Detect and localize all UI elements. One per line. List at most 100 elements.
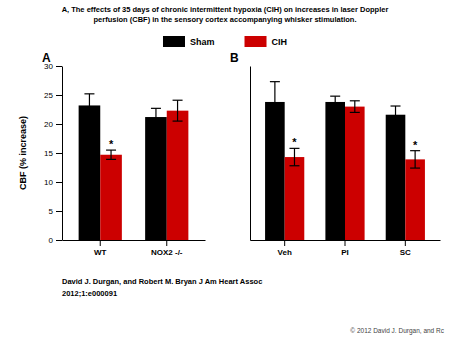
axis-line — [63, 240, 206, 241]
x-tick: PI — [341, 240, 349, 257]
error-bar-stem — [415, 151, 416, 168]
bar — [405, 159, 425, 240]
plot-area — [265, 82, 425, 240]
tick-label: 0 — [49, 236, 54, 245]
panel: Veh PI SC B * * — [230, 51, 441, 257]
error-bar-cap — [84, 93, 94, 94]
significance-marker: * — [292, 136, 297, 148]
tick-mark — [56, 95, 62, 96]
bar — [265, 102, 285, 240]
legend-label: Sham — [190, 37, 215, 47]
tick-mark — [56, 211, 62, 212]
error-bar-cap — [270, 122, 280, 123]
legend-label: CIH — [272, 37, 288, 47]
y-axis: 051015202530 — [44, 62, 62, 245]
y-tick: 5 — [49, 207, 62, 216]
bar — [325, 102, 345, 240]
error-bar — [289, 148, 299, 165]
axis-line — [62, 67, 63, 241]
y-tick: 10 — [44, 178, 62, 187]
tick-mark — [166, 240, 167, 246]
legend: Sham CIH — [163, 36, 287, 47]
legend-swatch — [163, 36, 185, 47]
error-bar-cap — [410, 167, 420, 168]
significance-marker: * — [413, 139, 418, 151]
error-bar-stem — [177, 100, 178, 121]
error-bar-cap — [173, 100, 183, 101]
tick-mark — [345, 240, 346, 246]
legend-entry: Sham — [163, 36, 215, 47]
credit: © 2012 David J. Durgan, and Rc — [350, 327, 444, 335]
series — [285, 107, 425, 240]
tick-mark — [405, 240, 406, 246]
tick-mark — [56, 182, 62, 183]
bar — [167, 111, 189, 240]
panel: WTNOX2 -/-051015202530CBF (% increase)A* — [18, 51, 206, 257]
title: A, The effects of 35 days of chronic int… — [62, 5, 389, 14]
tick-label: Veh — [278, 248, 292, 257]
bar — [345, 107, 365, 240]
error-bar-cap — [106, 159, 116, 160]
y-tick: 25 — [44, 91, 62, 100]
panel-label: A — [42, 51, 51, 65]
bar — [79, 105, 101, 240]
plot-area — [79, 94, 189, 240]
legend-entry: CIH — [245, 36, 288, 47]
error-bar-cap — [391, 105, 401, 106]
x-axis: Veh PI SC — [251, 240, 441, 257]
y-tick: 20 — [44, 120, 62, 129]
tick-label: PI — [341, 248, 349, 257]
error-bar-stem — [335, 96, 336, 108]
footer-text: 2012;1:e000091 — [62, 289, 117, 298]
error-bar-stem — [354, 101, 355, 113]
error-bar — [151, 108, 161, 125]
error-bar-cap — [151, 125, 161, 126]
subtitle: perfusion (CBF) in the sensory cortex ac… — [94, 15, 357, 24]
x-tick: SC — [400, 240, 411, 257]
tick-label: 25 — [44, 91, 53, 100]
y-axis-title: CBF (% increase) — [18, 116, 28, 190]
error-bar-stem — [294, 148, 295, 165]
error-bar-stem — [274, 82, 275, 123]
tick-mark — [56, 240, 62, 241]
tick-label: SC — [400, 248, 411, 257]
error-bar-stem — [110, 150, 111, 159]
bar — [100, 155, 122, 240]
series — [100, 111, 188, 240]
error-bar-cap — [350, 112, 360, 113]
error-bar-cap — [173, 120, 183, 121]
tick-mark — [56, 153, 62, 154]
tick-mark — [56, 124, 62, 125]
error-bar-stem — [155, 108, 156, 125]
series — [79, 105, 167, 240]
tick-label: 15 — [44, 149, 53, 158]
error-bar-cap — [151, 108, 161, 109]
error-bar — [330, 96, 340, 108]
error-bar — [391, 106, 401, 123]
tick-label: NOX2 -/- — [151, 248, 183, 257]
footer-text: David J. Durgan, and Robert M. Bryan J A… — [62, 277, 262, 286]
tick-label: 10 — [44, 178, 53, 187]
error-bar-cap — [350, 100, 360, 101]
error-bar-cap — [84, 116, 94, 117]
error-bar — [106, 150, 116, 159]
error-bar-cap — [289, 165, 299, 166]
error-bar — [270, 82, 280, 123]
y-tick: 15 — [44, 149, 62, 158]
x-tick: NOX2 -/- — [151, 240, 183, 257]
chart-svg: A, The effects of 35 days of chronic int… — [0, 0, 450, 338]
legend-swatch — [245, 36, 267, 47]
axis-line — [250, 67, 251, 241]
tick-label: 20 — [44, 120, 53, 129]
panel-label: B — [230, 51, 239, 65]
error-bar-cap — [391, 123, 401, 124]
error-bar-cap — [330, 96, 340, 97]
error-bar — [84, 94, 94, 117]
tick-label: 5 — [49, 207, 54, 216]
x-tick: WT — [94, 240, 107, 257]
significance-marker: * — [109, 138, 114, 150]
error-bar-cap — [270, 81, 280, 82]
error-bar-stem — [395, 106, 396, 123]
bar — [285, 157, 305, 240]
error-bar-stem — [89, 94, 90, 117]
